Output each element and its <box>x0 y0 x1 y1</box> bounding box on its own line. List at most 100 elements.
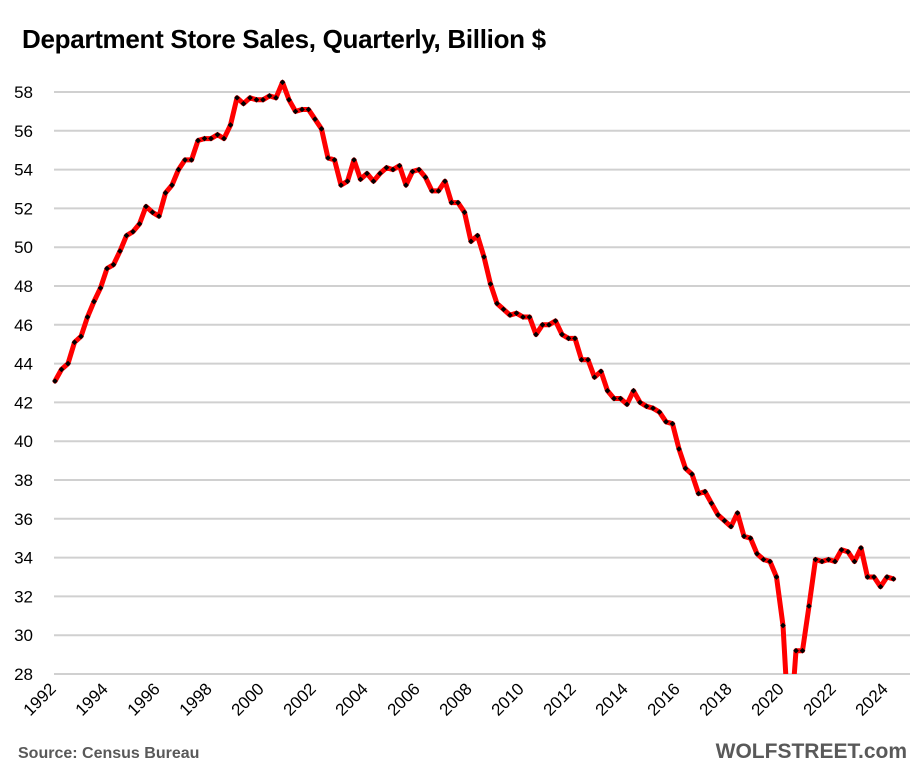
data-point <box>117 248 123 254</box>
data-point <box>611 395 617 402</box>
y-tick-label: 56 <box>14 122 33 141</box>
data-point <box>253 96 260 103</box>
data-point <box>474 232 481 239</box>
data-point <box>305 106 312 113</box>
data-point <box>344 178 351 185</box>
x-tick-label: 2018 <box>696 679 736 719</box>
data-point <box>292 108 299 115</box>
data-point <box>832 558 838 565</box>
x-tick-label: 1994 <box>72 679 112 719</box>
data-point <box>247 94 253 101</box>
data-point <box>214 131 221 138</box>
data-point <box>422 174 429 181</box>
data-point <box>598 368 604 375</box>
data-point <box>351 157 357 163</box>
x-tick-label: 2006 <box>384 679 424 719</box>
data-point <box>552 318 559 324</box>
data-point <box>650 405 656 412</box>
data-point <box>71 339 78 346</box>
data-point <box>767 558 773 565</box>
data-point <box>838 547 845 553</box>
data-point <box>760 556 767 563</box>
data-point <box>578 356 585 363</box>
data-point <box>754 550 760 557</box>
data-point <box>260 96 266 103</box>
data-point <box>65 360 71 367</box>
data-point <box>455 199 461 206</box>
data-point <box>702 488 708 495</box>
data-point <box>481 254 487 260</box>
data-point <box>182 157 188 163</box>
data-point <box>318 126 325 132</box>
y-tick-label: 42 <box>14 393 33 412</box>
data-point <box>741 533 747 540</box>
x-tick-label: 1998 <box>176 679 216 719</box>
data-point <box>195 137 201 144</box>
data-point <box>110 261 117 268</box>
data-point <box>728 523 734 530</box>
y-tick-label: 48 <box>14 277 33 296</box>
data-point <box>812 556 819 563</box>
y-tick-label: 52 <box>14 199 33 218</box>
y-tick-label: 36 <box>14 510 33 529</box>
y-tick-label: 30 <box>14 626 33 645</box>
data-point <box>201 135 208 142</box>
data-point <box>273 94 279 101</box>
data-point <box>331 157 338 163</box>
data-point <box>266 93 273 99</box>
chart-title: Department Store Sales, Quarterly, Billi… <box>22 24 546 54</box>
data-point <box>689 471 695 478</box>
data-point <box>721 517 728 524</box>
y-tick-label: 38 <box>14 471 33 490</box>
data-point <box>799 647 806 654</box>
data-point <box>279 79 286 86</box>
data-point <box>156 213 162 219</box>
data-point <box>188 157 195 163</box>
data-point <box>695 490 702 497</box>
data-point <box>357 176 364 183</box>
data-point <box>890 576 897 582</box>
data-point <box>149 209 156 216</box>
y-tick-label: 50 <box>14 238 33 257</box>
data-point <box>84 314 91 320</box>
data-point <box>429 188 435 194</box>
data-point <box>565 335 572 342</box>
data-point <box>871 574 877 580</box>
data-point <box>448 199 455 206</box>
data-point <box>442 178 448 185</box>
data-point <box>877 583 884 590</box>
data-point <box>461 209 468 216</box>
data-point <box>669 420 676 427</box>
data-point <box>819 558 825 565</box>
data-point <box>507 312 513 318</box>
data-point <box>143 203 149 210</box>
data-point <box>136 221 143 227</box>
data-point <box>435 188 442 194</box>
data-point <box>864 574 871 580</box>
data-point <box>97 285 104 291</box>
data-point <box>364 170 370 177</box>
x-tick-label: 2022 <box>800 679 840 719</box>
data-point <box>806 603 812 609</box>
y-tick-label: 46 <box>14 316 33 335</box>
data-point <box>773 574 780 580</box>
x-tick-label: 2010 <box>488 679 528 719</box>
data-point <box>546 321 552 328</box>
x-tick-label: 1996 <box>124 679 164 719</box>
data-point <box>396 162 403 169</box>
series-line <box>52 79 896 674</box>
data-point <box>234 94 240 101</box>
x-tick-label: 2004 <box>332 679 372 719</box>
data-point <box>78 333 84 340</box>
series-department-store-sales <box>52 79 897 674</box>
y-tick-label: 44 <box>14 355 33 374</box>
x-tick-label: 2020 <box>748 679 788 719</box>
data-point <box>494 300 500 307</box>
data-point <box>175 166 182 173</box>
data-point <box>338 182 344 188</box>
data-point <box>123 232 130 239</box>
data-point <box>747 535 754 542</box>
data-point <box>227 122 234 128</box>
data-point <box>637 399 643 406</box>
data-point <box>858 545 864 551</box>
